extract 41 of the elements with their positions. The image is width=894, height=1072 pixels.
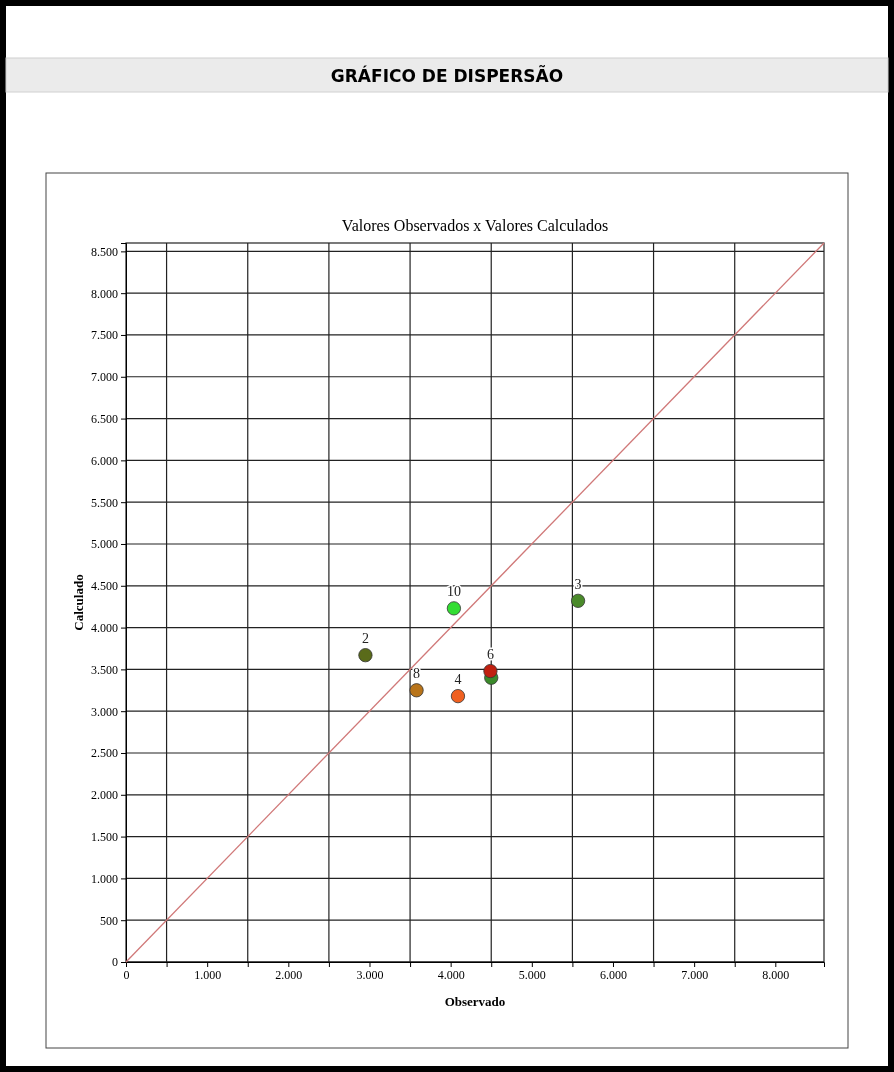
chart-subtitle: Valores Observados x Valores Calculados [341,217,609,234]
x-tick-label: 5.000 [518,967,546,982]
x-tick-label: 8.000 [762,967,790,982]
y-tick-label: 8.500 [91,244,118,259]
y-tick-label: 2.000 [91,788,118,803]
y-tick-label: 500 [100,913,118,928]
x-tick-label: 7.000 [681,967,709,982]
point [409,683,424,698]
x-tick-label: 1.000 [194,967,222,982]
y-tick-label: 7.000 [91,370,118,385]
y-tick-label: 7.500 [91,328,118,343]
chart-title: GRÁFICO DE DISPERSÃO [330,64,564,86]
y-tick-label: 6.500 [91,411,118,426]
x-tick-label: 6.000 [599,967,627,982]
x-tick-label: 2.000 [275,967,303,982]
y-tick-label: 4.500 [91,579,118,594]
y-tick-label: 5.500 [91,495,118,510]
point [483,663,498,679]
y-tick-label: 0 [112,955,118,970]
annotation: 2 [361,631,369,647]
y-axis-title: Calculado [71,574,86,631]
point [571,593,586,608]
annotation: 4 [454,672,462,688]
y-tick-label: 1.500 [91,829,118,844]
y-tick-label: 8.000 [91,286,118,301]
y-tick-label: 4.000 [91,620,118,635]
y-tick-label: 5.000 [91,537,118,552]
x-axis-title: Observado [444,994,506,1009]
point [446,601,461,616]
x-tick-label: 3.000 [356,967,384,982]
annotation: 8 [413,666,421,682]
y-tick-label: 3.000 [91,704,118,719]
y-tick-label: 3.500 [91,662,118,677]
y-tick-label: 6.000 [91,453,118,468]
point [358,648,373,663]
y-tick-label: 1.000 [91,871,118,886]
point [450,689,466,704]
x-tick-label: 4.000 [437,967,465,982]
x-tick-label: 0 [123,967,130,982]
annotation: 10 [446,584,461,600]
y-tick-label: 2.500 [91,746,118,761]
